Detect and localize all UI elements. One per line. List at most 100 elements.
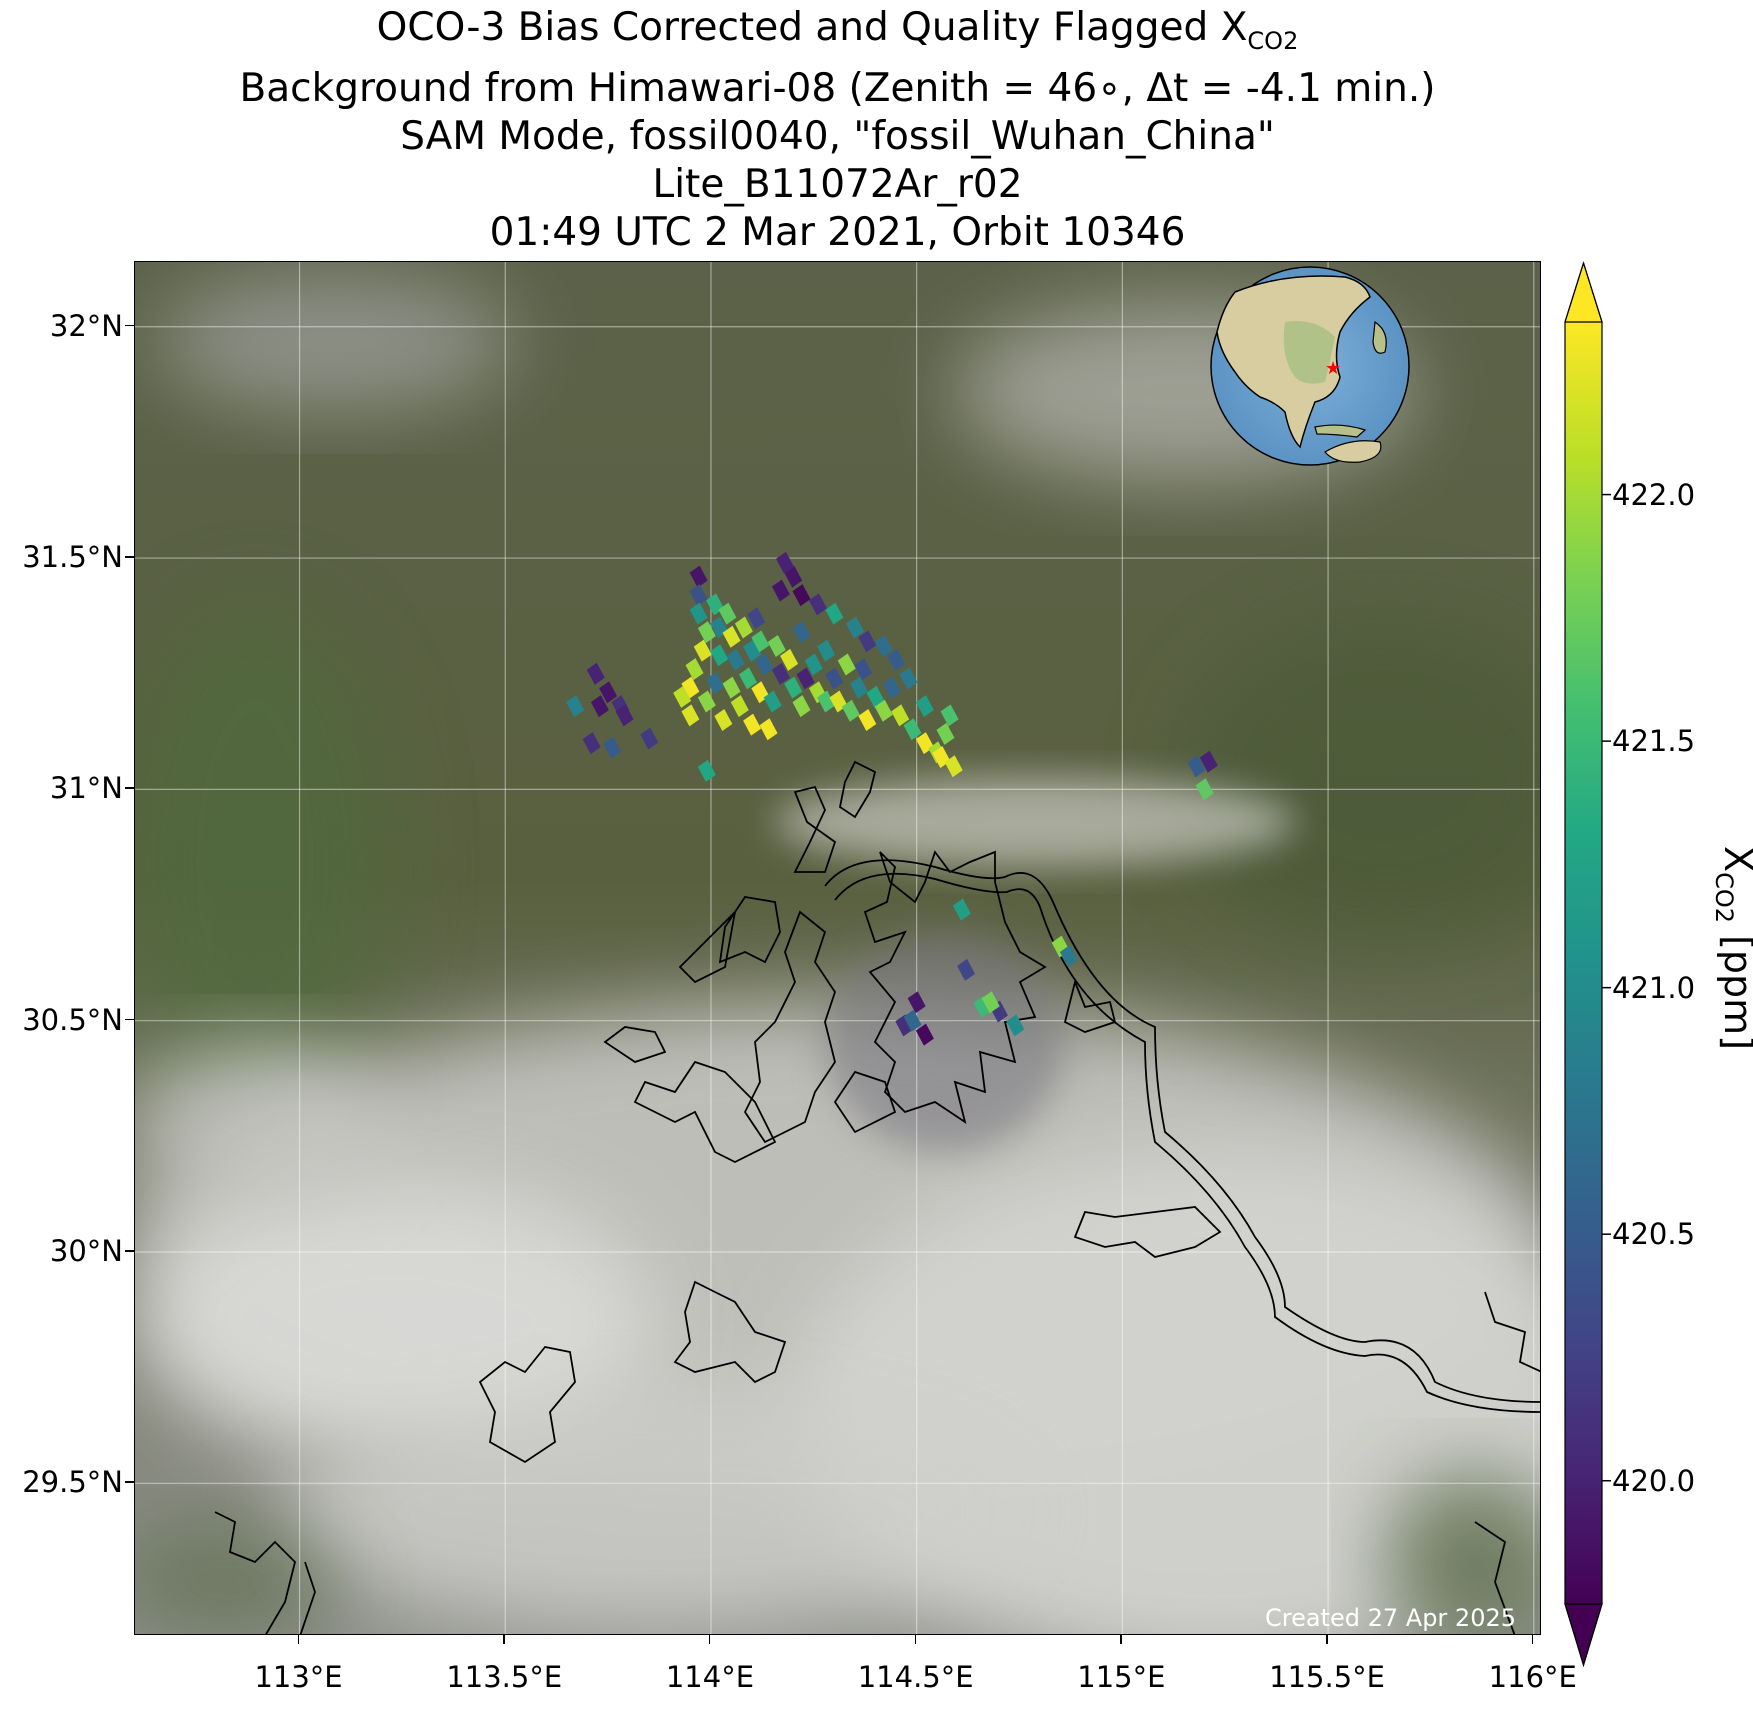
title-line-1-subscript: CO2 [1247, 26, 1299, 55]
lake-outline [603, 1026, 667, 1063]
xco2-sounding [825, 667, 844, 690]
xco2-sounding [817, 639, 836, 662]
latitude-tick-mark [125, 556, 134, 558]
xco2-sounding [780, 648, 799, 671]
xco2-sounding [640, 727, 659, 750]
xco2-sounding [952, 898, 971, 921]
xco2-sounding [771, 579, 790, 602]
xco2-sounding [858, 709, 877, 731]
xco2-sounding [697, 690, 716, 713]
lake-outline [793, 785, 837, 873]
xco2-sounding [763, 690, 782, 713]
xco2-sounding [1059, 944, 1078, 967]
lake-outline [678, 909, 737, 984]
globe-landmass-australia [1324, 440, 1382, 463]
longitude-tick-mark [503, 1635, 505, 1644]
xco2-sounding [710, 644, 729, 667]
xco2-sounding [689, 565, 708, 588]
xco2-sounding [718, 602, 737, 625]
xco2-sounding [850, 676, 869, 699]
title-line-1-text: OCO-3 Bias Corrected and Quality Flagged… [376, 5, 1248, 50]
xco2-sounding [957, 958, 976, 981]
xco2-sounding [681, 704, 700, 727]
latitude-tick-label: 31.5°N [22, 540, 123, 575]
title-line-5: 01:49 UTC 2 Mar 2021, Orbit 10346 [489, 209, 1186, 255]
xco2-sounding [767, 634, 786, 657]
lake-outline [833, 1070, 897, 1134]
colorbar-tick-label: 421.5 [1612, 724, 1696, 759]
xco2-sounding [1199, 750, 1218, 773]
colorbar-title-unit: [ppm] [1715, 935, 1753, 1050]
lake-outline [1484, 1291, 1540, 1373]
globe-landmass-islands [1314, 424, 1367, 438]
figure-title: OCO-3 Bias Corrected and Quality Flagged… [0, 4, 1675, 257]
lake-outline [478, 1346, 576, 1464]
xco2-sounding [854, 658, 873, 681]
xco2-sounding [804, 653, 823, 676]
xco2-sounding [792, 584, 811, 607]
longitude-tick-mark [297, 1635, 300, 1644]
xco2-sounding [891, 704, 910, 727]
map-panel: ★ [134, 261, 1541, 1635]
longitude-tick-label: 114.5°E [857, 1660, 974, 1694]
latitude-tick-mark [125, 324, 134, 327]
lake-outline [1063, 979, 1117, 1033]
xco2-sounding [899, 667, 918, 690]
xco2-sounding [903, 718, 922, 741]
xco2-sounding [697, 759, 716, 782]
xco2-sounding [882, 676, 901, 699]
title-line-1: OCO-3 Bias Corrected and Quality Flagged… [0, 4, 1675, 65]
xco2-sounding [743, 713, 762, 736]
satellite-background [135, 262, 1540, 1634]
lake-and-river-outlines [214, 760, 1540, 1634]
colorbar-extend-min [1564, 1603, 1603, 1668]
xco2-sounding [874, 699, 893, 722]
lake-outline [718, 896, 781, 964]
xco2-sounding [566, 695, 585, 718]
colorbar-ticks [1602, 493, 1611, 1482]
xco2-sounding [825, 602, 844, 625]
title-line-3: SAM Mode, fossil0040, "fossil_Wuhan_Chin… [400, 113, 1275, 159]
xco2-sounding [714, 709, 733, 731]
xco2-sounding [586, 662, 605, 685]
xco2-sounding [940, 704, 959, 727]
colorbar-tick-label: 420.0 [1612, 1463, 1696, 1498]
xco2-sounding [973, 995, 992, 1018]
xco2-sounding [981, 991, 1000, 1014]
lake-outline [673, 1280, 787, 1384]
xco2-sounding [743, 639, 762, 662]
xco2-sounding [887, 648, 906, 671]
xco2-sounding [751, 630, 770, 653]
xco2-sounding [784, 676, 803, 699]
globe-landmass-green [1283, 321, 1335, 384]
yangtze-river-north-bank [824, 859, 1540, 1403]
colorbar-tick-label: 422.0 [1612, 477, 1696, 512]
credit-text: Created 27 Apr 2025 [1265, 1604, 1517, 1632]
xco2-sounding [792, 621, 811, 644]
lake-outline [633, 1060, 777, 1164]
colorbar-tick-label: 421.0 [1612, 970, 1696, 1005]
latitude-tick-mark [125, 787, 134, 789]
gridlines [135, 262, 1540, 1634]
xco2-sounding [599, 681, 618, 704]
xco2-sounding [784, 565, 803, 588]
lake-outline [214, 1511, 296, 1634]
xco2-sounding [866, 685, 885, 708]
xco2-sounding [681, 676, 700, 699]
latitude-tick-mark [125, 1250, 134, 1252]
colorbar-outline [1564, 262, 1603, 1668]
xco2-sounding [726, 648, 745, 671]
lake-outline [299, 1561, 316, 1634]
xco2-sounding [697, 621, 716, 644]
lake-outline [838, 760, 877, 819]
xco2-sounding [673, 685, 692, 708]
longitude-tick-label: 113°E [254, 1660, 343, 1694]
xco2-sounding [685, 658, 704, 681]
xco2-sounding [858, 630, 877, 653]
xco2-soundings [566, 551, 1218, 1046]
longitude-tick-label: 115°E [1077, 1660, 1166, 1694]
target-star-icon: ★ [1325, 358, 1341, 379]
xco2-sounding [837, 653, 856, 676]
colorbar-title-text: X [1716, 846, 1753, 872]
xco2-sounding [689, 584, 708, 607]
